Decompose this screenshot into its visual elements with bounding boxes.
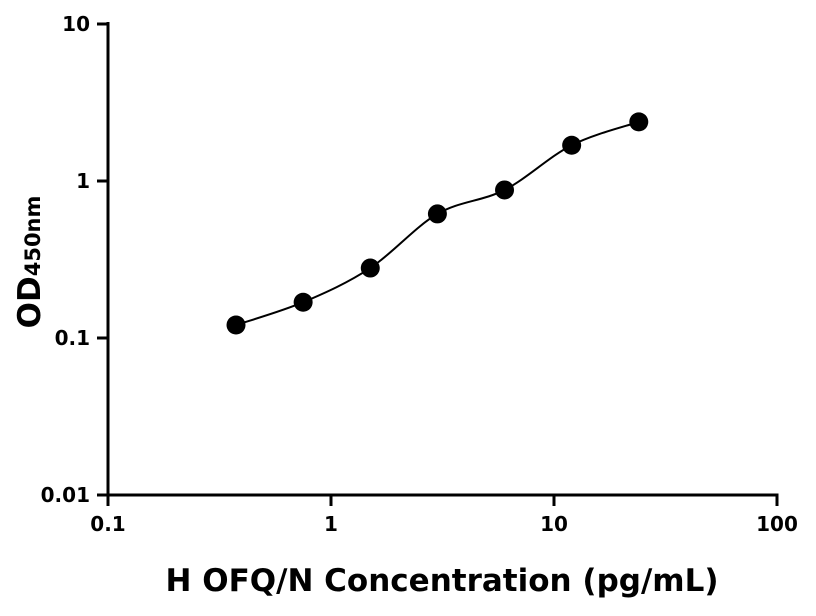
x-tick-label: 100 (756, 512, 798, 536)
axes (106, 22, 779, 497)
y-axis-label-subscript: 450nm (21, 196, 45, 277)
x-tick-label: 10 (540, 512, 568, 536)
x-axis-label: H OFQ/N Concentration (pg/mL) (166, 563, 719, 599)
x-tick-label: 1 (324, 512, 338, 536)
y-tick-label: 0.01 (41, 483, 90, 507)
data-point (226, 315, 246, 335)
data-point (427, 204, 447, 224)
data-point (293, 292, 313, 312)
data-point (562, 135, 582, 155)
y-axis-label: OD450nm (12, 196, 48, 329)
y-axis-label-main: OD (12, 276, 48, 328)
y-tick-label: 1 (76, 169, 90, 193)
fit-curve (235, 120, 640, 326)
data-point (629, 112, 649, 132)
y-tick-label: 0.1 (55, 326, 90, 350)
data-point (495, 180, 515, 200)
y-tick-label: 10 (62, 12, 90, 36)
x-tick-label: 0.1 (90, 512, 125, 536)
data-point (360, 258, 380, 278)
